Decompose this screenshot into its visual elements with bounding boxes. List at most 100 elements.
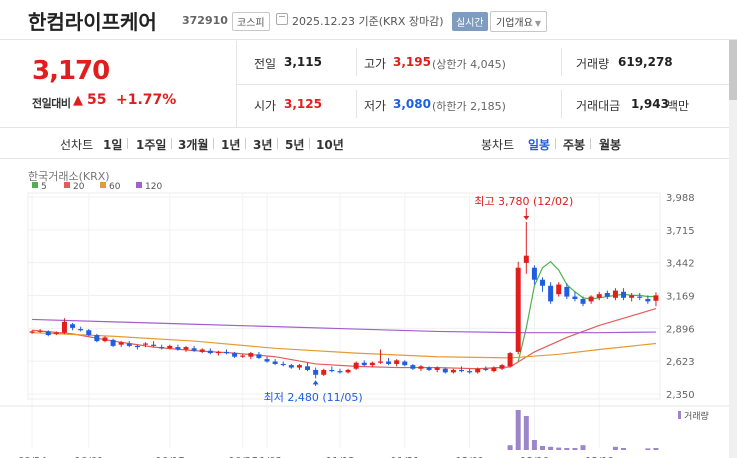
legend-swatch — [136, 182, 142, 188]
legend-swatch — [32, 182, 38, 188]
open-value: 3,125 — [284, 97, 322, 111]
tab-10y[interactable]: 10년 — [316, 138, 344, 152]
candle-body — [37, 330, 43, 332]
ma-line-ma60 — [32, 332, 657, 359]
candle-body — [305, 366, 311, 370]
tab-3m[interactable]: 3개월 — [178, 138, 209, 152]
y-tick-label: 3,442 — [666, 259, 695, 270]
chart-legend: 5 20 60 120 — [32, 182, 162, 192]
volume-bar — [564, 448, 570, 450]
high-label: 고가 — [364, 57, 387, 71]
annotations: 최고 3,780 (12/02) 최저 2,480 (11/05) — [264, 195, 574, 404]
candle-body — [467, 371, 473, 373]
candle-body — [61, 321, 67, 333]
candle-body — [70, 324, 76, 328]
candle-body — [256, 354, 262, 358]
divider — [236, 84, 729, 85]
tab-weekly[interactable]: 주봉 — [563, 138, 586, 152]
tab-1d[interactable]: 1일 — [103, 138, 123, 152]
volume-bar — [507, 445, 513, 450]
candle-body — [118, 342, 124, 345]
candle-body — [434, 367, 440, 370]
x-tick-label: 10/17 — [156, 456, 185, 458]
candle-body — [564, 286, 570, 297]
candle-body — [337, 371, 343, 373]
change-percent: +1.77% — [116, 92, 177, 108]
volume-bar — [645, 448, 651, 450]
candle-body — [272, 361, 278, 364]
candle-body — [621, 291, 627, 298]
candle-body — [548, 285, 554, 302]
x-tick-label: 09/24 — [18, 456, 47, 458]
candle-body — [507, 353, 513, 367]
stock-name: 한컴라이프케어 — [28, 10, 157, 34]
divider — [127, 138, 128, 149]
tab-1y[interactable]: 1년 — [221, 138, 241, 152]
moving-averages — [31, 260, 657, 370]
scrollbar-track[interactable] — [729, 40, 737, 458]
candle-body — [29, 331, 35, 333]
candle-body — [612, 290, 618, 298]
clock-icon — [276, 13, 288, 25]
legend-label: 20 — [73, 182, 85, 192]
tab-1w[interactable]: 1주일 — [136, 138, 167, 152]
open-label: 시가 — [254, 99, 277, 113]
header — [0, 0, 737, 40]
chart-title: 한국거래소(KRX) — [28, 170, 110, 183]
candle-body — [232, 353, 238, 357]
candle-body — [491, 367, 497, 372]
tab-monthly[interactable]: 월봉 — [599, 138, 622, 152]
candle-body — [215, 351, 221, 354]
low-value: 3,080 — [393, 97, 431, 111]
divider — [356, 90, 357, 118]
tab-daily[interactable]: 일봉 — [528, 138, 551, 152]
candle-body — [280, 363, 286, 366]
tab-3y[interactable]: 3년 — [253, 138, 273, 152]
x-tick-label: 11/03 — [253, 456, 282, 458]
divider — [561, 90, 562, 118]
candle-body — [151, 344, 157, 346]
candle-body — [183, 347, 189, 350]
volume-bar — [556, 447, 562, 450]
divider — [555, 138, 556, 149]
candle-body — [377, 361, 383, 363]
candle-body — [442, 368, 448, 373]
y-axis: 3,988 3,715 3,442 3,169 2,896 2,623 2,350 — [666, 193, 695, 401]
candle-body — [523, 255, 529, 263]
high-value: 3,195 — [393, 55, 431, 69]
legend-swatch — [100, 182, 106, 188]
candle-body — [394, 360, 400, 364]
volume-bar — [572, 448, 578, 450]
candle-body — [207, 350, 213, 354]
scrollbar-thumb[interactable] — [729, 40, 737, 100]
candle-body — [45, 331, 51, 336]
candle-body — [653, 295, 659, 301]
divider — [213, 138, 214, 149]
divider — [309, 138, 310, 149]
y-tick-label: 3,988 — [666, 193, 695, 204]
volume-bar — [548, 446, 554, 450]
company-overview-dropdown[interactable]: 기업개요 ▼ — [490, 11, 547, 32]
candle-body — [248, 353, 254, 357]
divider — [277, 138, 278, 149]
candle-body — [142, 343, 148, 345]
candle-body — [483, 368, 489, 370]
volume-bar — [580, 445, 586, 450]
y-tick-label: 3,169 — [666, 292, 695, 303]
chevron-down-icon: ▼ — [534, 19, 541, 28]
candle-body — [53, 332, 59, 334]
candle-body — [353, 362, 359, 369]
candle-body — [102, 337, 108, 342]
candle-body — [167, 345, 173, 349]
candle-body — [191, 348, 197, 351]
candle-body — [329, 369, 335, 372]
realtime-button[interactable]: 실시간 — [452, 12, 488, 31]
candle-body — [475, 368, 481, 373]
tab-5y[interactable]: 5년 — [285, 138, 305, 152]
amount-unit: 백만 — [667, 99, 690, 113]
up-arrow-icon: ▲ — [73, 93, 83, 108]
candle-body — [402, 361, 408, 366]
candle-body — [94, 335, 100, 342]
change-value: 55 — [87, 92, 107, 108]
candle-body — [386, 361, 392, 364]
